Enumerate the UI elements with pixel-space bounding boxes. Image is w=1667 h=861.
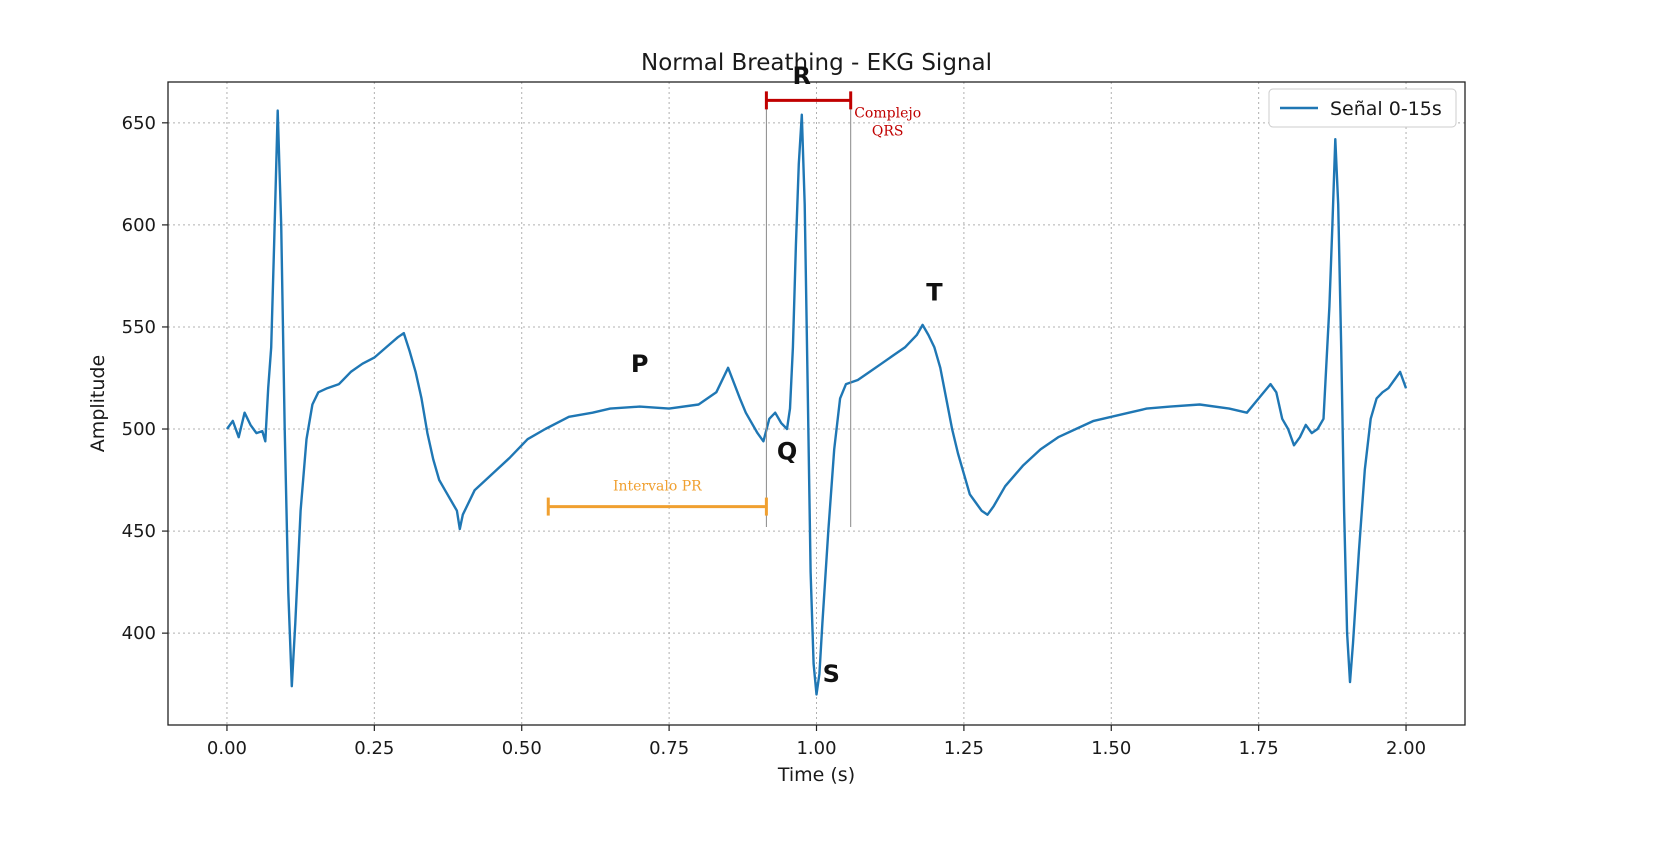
qrs-label-line2: QRS bbox=[872, 123, 904, 139]
x-tick-label: 0.50 bbox=[502, 738, 542, 759]
series-line bbox=[226, 109, 1408, 696]
legend-box bbox=[1268, 88, 1457, 128]
y-tick-label: 550 bbox=[122, 317, 156, 338]
x-tick-label: 0.25 bbox=[354, 738, 394, 759]
guide-layer bbox=[765, 100, 852, 527]
x-tick-label: 1.00 bbox=[796, 738, 836, 759]
x-tick-label: 1.50 bbox=[1091, 738, 1131, 759]
wave-label-t: T bbox=[926, 278, 943, 306]
wave-label-p: P bbox=[631, 350, 649, 378]
y-tick-label: 450 bbox=[122, 521, 156, 542]
grid bbox=[168, 82, 1465, 725]
y-tick-label: 400 bbox=[122, 623, 156, 644]
wave-label-r: R bbox=[793, 62, 811, 90]
x-tick-label: 1.25 bbox=[944, 738, 984, 759]
qrs-bracket bbox=[764, 91, 853, 110]
x-tick-label: 0.75 bbox=[649, 738, 689, 759]
y-axis-label: Amplitude bbox=[87, 355, 109, 452]
qrs-label-line1: Complejo bbox=[854, 105, 921, 121]
y-tick-label: 600 bbox=[122, 215, 156, 236]
x-tick-label: 1.75 bbox=[1239, 738, 1279, 759]
series-layer bbox=[226, 109, 1408, 696]
legend-entry-label: Señal 0-15s bbox=[1330, 98, 1442, 120]
x-tick-label: 2.00 bbox=[1386, 738, 1426, 759]
ticks: 0.00 0.25 0.50 0.75 1.00 1.25 1.50 1.75 2.00 400 4… bbox=[122, 113, 1426, 759]
pr-interval-label: Intervalo PR bbox=[613, 479, 702, 495]
wave-label-s: S bbox=[823, 660, 840, 688]
x-axis-label: Time (s) bbox=[777, 764, 855, 786]
y-tick-label: 650 bbox=[122, 113, 156, 134]
x-tick-label: 0.00 bbox=[207, 738, 247, 759]
legend: Señal 0-15s bbox=[1268, 88, 1457, 128]
y-tick-label: 500 bbox=[122, 419, 156, 440]
pr-interval-bracket bbox=[546, 497, 768, 516]
chart-title: Normal Breathing - EKG Signal bbox=[641, 50, 992, 76]
wave-label-q: Q bbox=[777, 438, 797, 466]
